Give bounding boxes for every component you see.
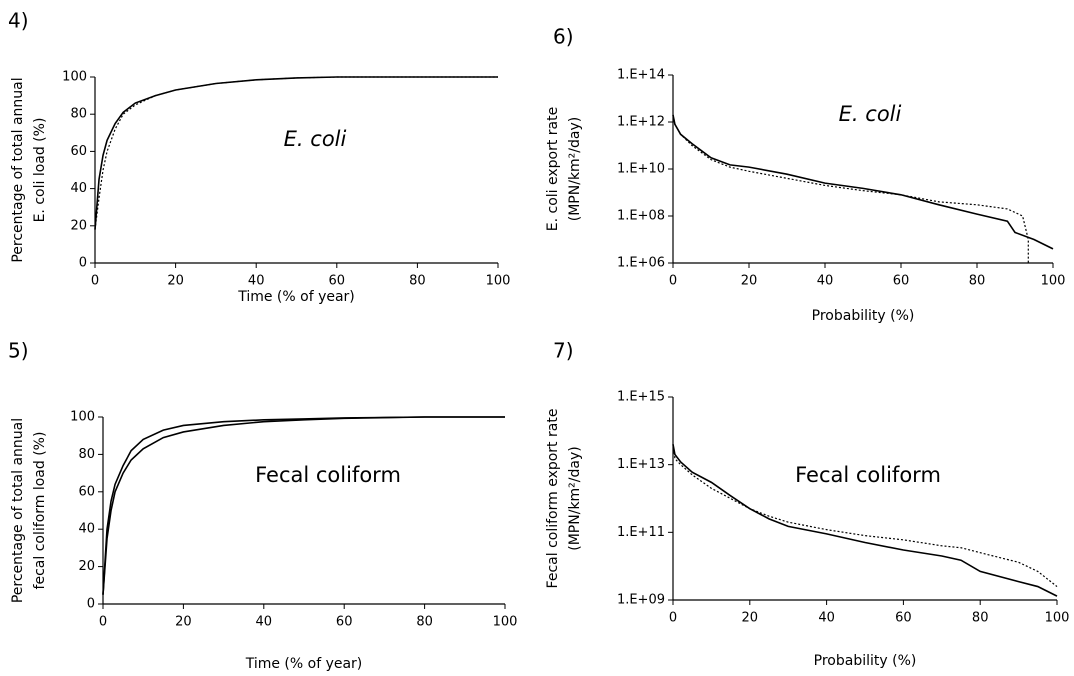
panel-label: 5) bbox=[8, 339, 29, 363]
y-tick-label: 100 bbox=[62, 70, 87, 85]
y-tick-label: 1.E+14 bbox=[617, 68, 665, 83]
series-line bbox=[672, 114, 1054, 250]
y-tick-label: 20 bbox=[78, 559, 95, 574]
y-axis-label: Fecal coliform export rate bbox=[545, 409, 561, 589]
x-tick-label: 20 bbox=[741, 274, 758, 289]
y-tick-label: 1.E+10 bbox=[617, 162, 665, 177]
x-tick-label: 0 bbox=[99, 615, 107, 630]
x-tick-label: 100 bbox=[1045, 611, 1070, 626]
x-tick-label: 100 bbox=[486, 274, 511, 289]
x-tick-label: 40 bbox=[818, 611, 835, 626]
x-axis-label: Time (% of year) bbox=[237, 289, 355, 305]
x-tick-label: 0 bbox=[91, 274, 99, 289]
y-tick-label: 1.E+11 bbox=[617, 525, 665, 540]
x-tick-label: 0 bbox=[669, 611, 677, 626]
x-tick-label: 20 bbox=[742, 611, 759, 626]
y-tick-label: 0 bbox=[87, 597, 95, 612]
y-axis-label: E. coli export rate bbox=[545, 107, 561, 231]
y-axis-label: (MPN/km²/day) bbox=[567, 117, 583, 221]
panel-label: 4) bbox=[8, 9, 29, 33]
y-tick-label: 100 bbox=[70, 410, 95, 425]
y-axis-label: Percentage of total annual bbox=[10, 418, 26, 603]
x-tick-label: 40 bbox=[256, 615, 273, 630]
y-tick-label: 60 bbox=[78, 484, 95, 499]
x-tick-label: 40 bbox=[817, 274, 834, 289]
series-line bbox=[672, 444, 1058, 588]
x-tick-label: 80 bbox=[972, 611, 989, 626]
x-tick-label: 60 bbox=[329, 274, 346, 289]
series-line bbox=[102, 416, 505, 595]
x-tick-label: 20 bbox=[175, 615, 192, 630]
y-tick-label: 80 bbox=[70, 107, 87, 122]
panel-label: 6) bbox=[553, 25, 574, 49]
x-tick-label: 80 bbox=[409, 274, 426, 289]
y-axis-label: E. coli load (%) bbox=[32, 118, 48, 223]
x-axis-label: Probability (%) bbox=[812, 308, 915, 324]
y-tick-label: 1.E+13 bbox=[617, 457, 665, 472]
y-tick-label: 80 bbox=[78, 447, 95, 462]
y-axis-label: (MPN/km²/day) bbox=[567, 446, 583, 550]
x-tick-label: 100 bbox=[1041, 274, 1066, 289]
x-tick-label: 60 bbox=[895, 611, 912, 626]
x-axis-label: Time (% of year) bbox=[245, 656, 363, 672]
y-tick-label: 60 bbox=[70, 144, 87, 159]
y-axis-label: Percentage of total annual bbox=[10, 77, 26, 262]
x-tick-label: 80 bbox=[416, 615, 433, 630]
y-tick-label: 0 bbox=[79, 256, 87, 271]
y-tick-label: 40 bbox=[78, 522, 95, 537]
y-tick-label: 20 bbox=[70, 218, 87, 233]
annotation: Fecal coliform bbox=[795, 463, 941, 487]
y-tick-label: 1.E+06 bbox=[617, 256, 665, 271]
y-tick-label: 1.E+09 bbox=[617, 593, 665, 608]
y-tick-label: 1.E+12 bbox=[617, 115, 665, 130]
x-axis-label: Probability (%) bbox=[814, 653, 917, 669]
x-tick-label: 40 bbox=[248, 274, 265, 289]
series-line bbox=[672, 444, 1058, 597]
series-line bbox=[102, 416, 505, 595]
x-tick-label: 80 bbox=[969, 274, 986, 289]
series-line bbox=[94, 76, 498, 230]
y-axis-label: fecal coliform load (%) bbox=[32, 432, 48, 590]
y-tick-label: 40 bbox=[70, 181, 87, 196]
annotation: E. coli bbox=[839, 102, 902, 126]
series-line bbox=[672, 114, 1029, 263]
annotation: E. coli bbox=[284, 127, 347, 151]
x-tick-label: 0 bbox=[669, 274, 677, 289]
y-tick-label: 1.E+08 bbox=[617, 209, 665, 224]
x-tick-label: 100 bbox=[493, 615, 518, 630]
x-tick-label: 60 bbox=[336, 615, 353, 630]
y-tick-label: 1.E+15 bbox=[617, 390, 665, 405]
x-tick-label: 60 bbox=[893, 274, 910, 289]
annotation: Fecal coliform bbox=[255, 463, 401, 487]
x-tick-label: 20 bbox=[167, 274, 184, 289]
panel-label: 7) bbox=[553, 339, 574, 363]
series-line bbox=[94, 76, 498, 230]
